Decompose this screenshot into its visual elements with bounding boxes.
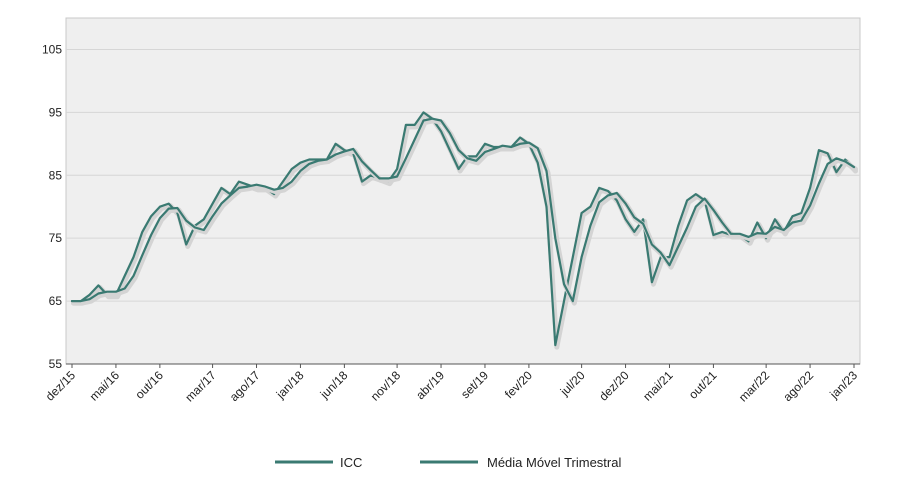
x-tick-label: abr/19 [413, 368, 447, 402]
series-line-shadow [71, 111, 858, 350]
x-tick-label: ago/17 [227, 368, 263, 404]
x-axis: dez/15 mai/16 out/16 mar/17 ago/17 jan/18 jun/… [43, 363, 860, 405]
x-tick-label: jan/18 [273, 368, 307, 402]
grid-lines [66, 48, 860, 302]
y-tick-label: 65 [49, 294, 63, 308]
x-tick-label: nov/18 [368, 368, 404, 404]
x-tick-label: jul/20 [557, 368, 588, 399]
y-axis: 55 65 75 85 95 105 [42, 42, 62, 371]
series-line-media-movel [70, 117, 856, 303]
x-tick-label: out/16 [132, 368, 166, 402]
x-tick-label: fev/20 [502, 368, 535, 401]
series-lines [70, 111, 858, 350]
legend: ICC Média Móvel Trimestral [275, 455, 621, 470]
x-tick-label: set/19 [458, 368, 491, 401]
x-tick-label: ago/22 [780, 368, 816, 404]
x-tick-label: out/21 [686, 368, 720, 402]
x-tick-label: dez/20 [596, 368, 632, 404]
series-line-icc [70, 111, 856, 347]
x-tick-label: jan/23 [826, 368, 860, 402]
x-tick-label: dez/15 [43, 368, 79, 404]
y-tick-label: 55 [49, 357, 63, 371]
y-tick-label: 85 [49, 168, 63, 182]
y-tick-label: 105 [42, 42, 62, 56]
x-tick-label: mai/16 [87, 368, 123, 404]
x-tick-label: mar/17 [182, 368, 219, 405]
plot-area [65, 17, 861, 365]
y-tick-label: 95 [49, 105, 63, 119]
legend-label: ICC [340, 455, 362, 470]
x-tick-label: jun/18 [317, 368, 351, 402]
legend-label: Média Móvel Trimestral [487, 455, 621, 470]
y-tick-label: 75 [49, 231, 63, 245]
x-tick-label: mai/21 [640, 368, 676, 404]
x-tick-label: mar/22 [736, 368, 773, 405]
